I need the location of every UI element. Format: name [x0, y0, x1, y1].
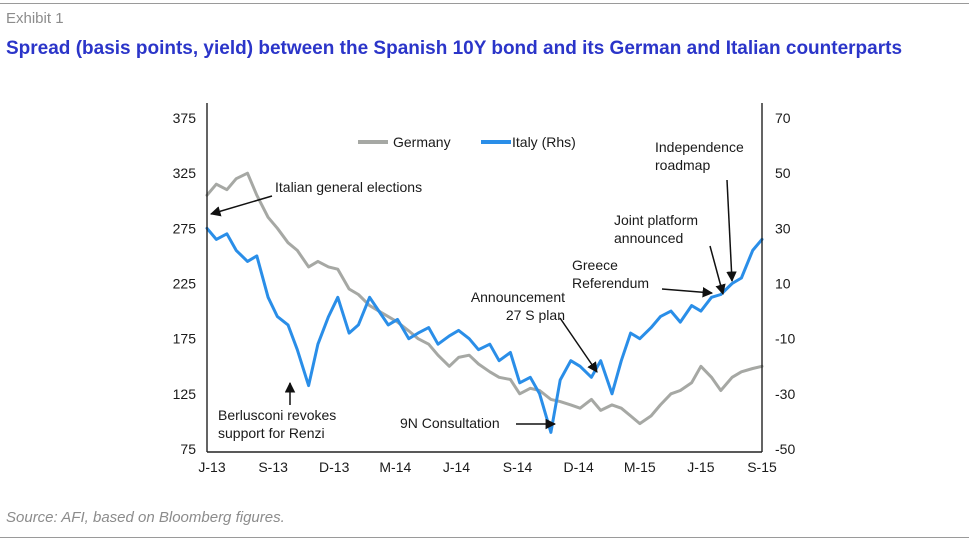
- x-tick-label: S-13: [258, 459, 288, 475]
- bottom-rule: [0, 537, 969, 538]
- annotation-arrow: [709, 245, 726, 296]
- x-tick-label: D-14: [563, 459, 594, 475]
- exhibit-label: Exhibit 1: [6, 10, 64, 27]
- annotation-label: Italian general elections: [275, 179, 422, 195]
- source-note: Source: AFI, based on Bloomberg figures.: [6, 509, 285, 526]
- series-lines: [205, 171, 764, 434]
- y-left-tick-label: 225: [173, 276, 197, 292]
- legend-label-germany: Germany: [393, 134, 451, 150]
- annotation-arrow: [559, 317, 598, 373]
- y-right-tick-label: -30: [775, 386, 795, 402]
- y-left-tick-label: 375: [173, 110, 197, 126]
- annotation-label: announced: [614, 230, 683, 246]
- annotation-arrow: [209, 195, 273, 217]
- annotation-label: 9N Consultation: [400, 415, 500, 431]
- annotation-label: Independence: [655, 139, 744, 155]
- y-left-tick-label: 275: [173, 220, 197, 236]
- top-rule: [0, 3, 969, 4]
- annotation-label: Greece: [572, 257, 618, 273]
- y-right-tick-label: 30: [775, 220, 791, 236]
- axes: 75 125 175 225 275 325 375 -50 -30 -10 10 30 50 70 J-1…: [173, 103, 795, 475]
- y-right-tick-label: 70: [775, 110, 791, 126]
- legend-label-italy: Italy (Rhs): [512, 134, 576, 150]
- x-tick-label: M-14: [379, 459, 411, 475]
- annotations: Italian general elections Berlusconi revo…: [209, 139, 744, 441]
- x-tick-label: S-14: [503, 459, 533, 475]
- annotation-arrow: [726, 179, 737, 283]
- annotation-label: Berlusconi revokes: [218, 407, 336, 423]
- x-tick-label: M-15: [624, 459, 656, 475]
- y-left-tick-label: 175: [173, 331, 197, 347]
- annotation-label: roadmap: [655, 157, 710, 173]
- germany-series-line: [205, 171, 764, 426]
- annotation-label: Joint platform: [614, 212, 698, 228]
- annotation-label: Announcement: [471, 289, 565, 305]
- annotation-label: support for Renzi: [218, 425, 325, 441]
- legend: Germany Italy (Rhs): [358, 134, 576, 150]
- y-right-tick-label: 50: [775, 165, 791, 181]
- annotation-label: Referendum: [572, 275, 649, 291]
- x-tick-label: J-14: [443, 459, 470, 475]
- annotation-label: 27 S plan: [506, 307, 565, 323]
- y-right-tick-label: -50: [775, 441, 795, 457]
- annotation-arrow: [661, 287, 714, 298]
- y-right-tick-label: 10: [775, 276, 791, 292]
- x-tick-label: S-15: [747, 459, 777, 475]
- y-left-tick-label: 125: [173, 386, 197, 402]
- x-tick-label: D-13: [319, 459, 350, 475]
- x-tick-label: J-13: [198, 459, 225, 475]
- italy-series-line: [205, 226, 764, 434]
- y-left-tick-label: 75: [180, 441, 196, 457]
- x-tick-label: J-15: [687, 459, 714, 475]
- chart-title: Spread (basis points, yield) between the…: [6, 38, 903, 59]
- y-right-tick-label: -10: [775, 331, 795, 347]
- y-left-tick-label: 325: [173, 165, 197, 181]
